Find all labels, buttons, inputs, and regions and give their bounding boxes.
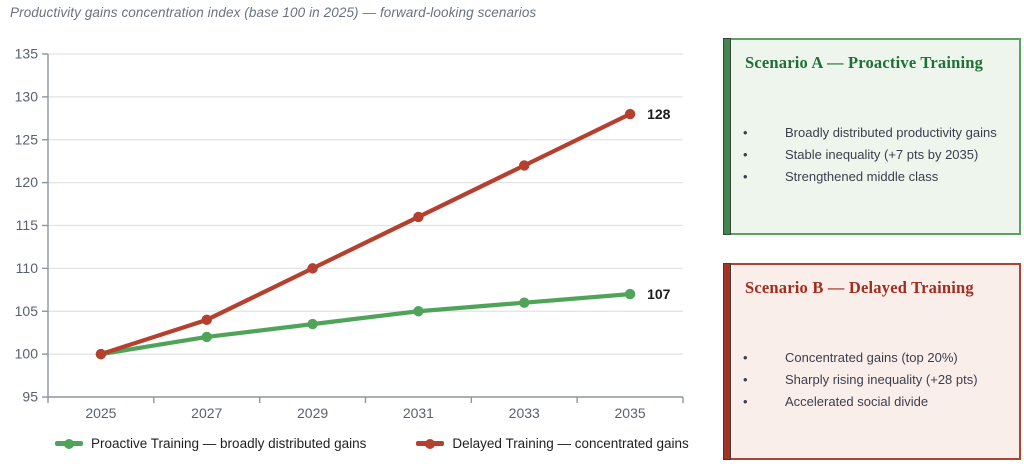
y-axis-tick-label: 95 <box>22 389 38 405</box>
scenario-a-box: Scenario A — Proactive Training Broadly … <box>723 38 1021 235</box>
data-point <box>307 263 318 274</box>
data-point <box>519 297 530 308</box>
data-point <box>201 314 212 326</box>
chart-title: Productivity gains concentration index (… <box>10 5 537 20</box>
data-point <box>307 318 318 330</box>
y-axis-tick-label: 115 <box>16 217 39 233</box>
x-axis-tick-label: 2025 <box>85 405 116 421</box>
x-axis-tick-label: 2029 <box>297 405 328 421</box>
x-axis-tick-label: 2027 <box>191 405 222 421</box>
data-point <box>413 211 424 223</box>
y-axis-tick-label: 130 <box>15 88 39 104</box>
scenario-b-bullet-list: Concentrated gains (top 20%) Sharply ris… <box>731 347 1011 413</box>
scenario-b-accent-bar <box>723 263 731 460</box>
y-axis-tick-label: 110 <box>16 260 39 276</box>
legend-item-1: Delayed Training — concentrated gains <box>416 436 689 451</box>
data-point <box>624 108 636 120</box>
legend-label: Delayed Training — concentrated gains <box>452 436 689 451</box>
x-axis-tick-label: 2033 <box>509 405 540 421</box>
bullet-item: Sharply rising inequality (+28 pts) <box>731 369 1011 391</box>
y-axis-tick-label: 125 <box>15 131 39 147</box>
legend-label: Proactive Training — broadly distributed… <box>91 436 367 451</box>
legend-dot-icon <box>64 438 74 449</box>
bullet-item: Concentrated gains (top 20%) <box>731 347 1011 369</box>
legend-item-0: Proactive Training — broadly distributed… <box>55 436 366 451</box>
y-axis-tick-label: 120 <box>15 174 39 190</box>
x-axis-tick-label: 2031 <box>403 405 434 421</box>
y-axis-tick-label: 105 <box>15 303 39 319</box>
data-point <box>624 288 636 300</box>
chart-legend: Proactive Training — broadly distributed… <box>55 436 689 451</box>
legend-dot-icon <box>425 438 436 449</box>
data-point <box>95 348 107 360</box>
series-line-1 <box>98 111 633 357</box>
series-end-value-label: 107 <box>647 286 671 302</box>
legend-line-marker-icon <box>55 438 83 449</box>
bullet-item: Strengthened middle class <box>731 166 1011 188</box>
data-point <box>519 160 530 171</box>
series-line-0 <box>98 292 633 357</box>
productivity-index-line-chart: 95 100 105 110 115 120 125 130 135 2025 2027 2029 20… <box>15 46 684 421</box>
scenario-a-title: Scenario A — Proactive Training <box>745 53 984 72</box>
bullet-item: Stable inequality (+7 pts by 2035) <box>731 144 1011 166</box>
scenario-a-accent-bar <box>723 38 731 235</box>
y-axis-tick-label: 135 <box>15 46 39 62</box>
scenario-b-title: Scenario B — Delayed Training <box>745 278 974 297</box>
data-point <box>201 331 212 343</box>
x-axis-tick-label: 2035 <box>615 405 646 421</box>
y-axis-tick-label: 100 <box>15 346 39 362</box>
legend-line-marker-icon <box>416 438 445 449</box>
scenario-b-box: Scenario B — Delayed Training Concentrat… <box>723 263 1021 460</box>
series-end-value-label: 128 <box>647 106 671 122</box>
data-point <box>413 306 424 317</box>
bullet-item: Accelerated social divide <box>731 391 1011 413</box>
scenario-a-bullet-list: Broadly distributed productivity gains S… <box>731 122 1011 188</box>
bullet-item: Broadly distributed productivity gains <box>731 122 1011 144</box>
